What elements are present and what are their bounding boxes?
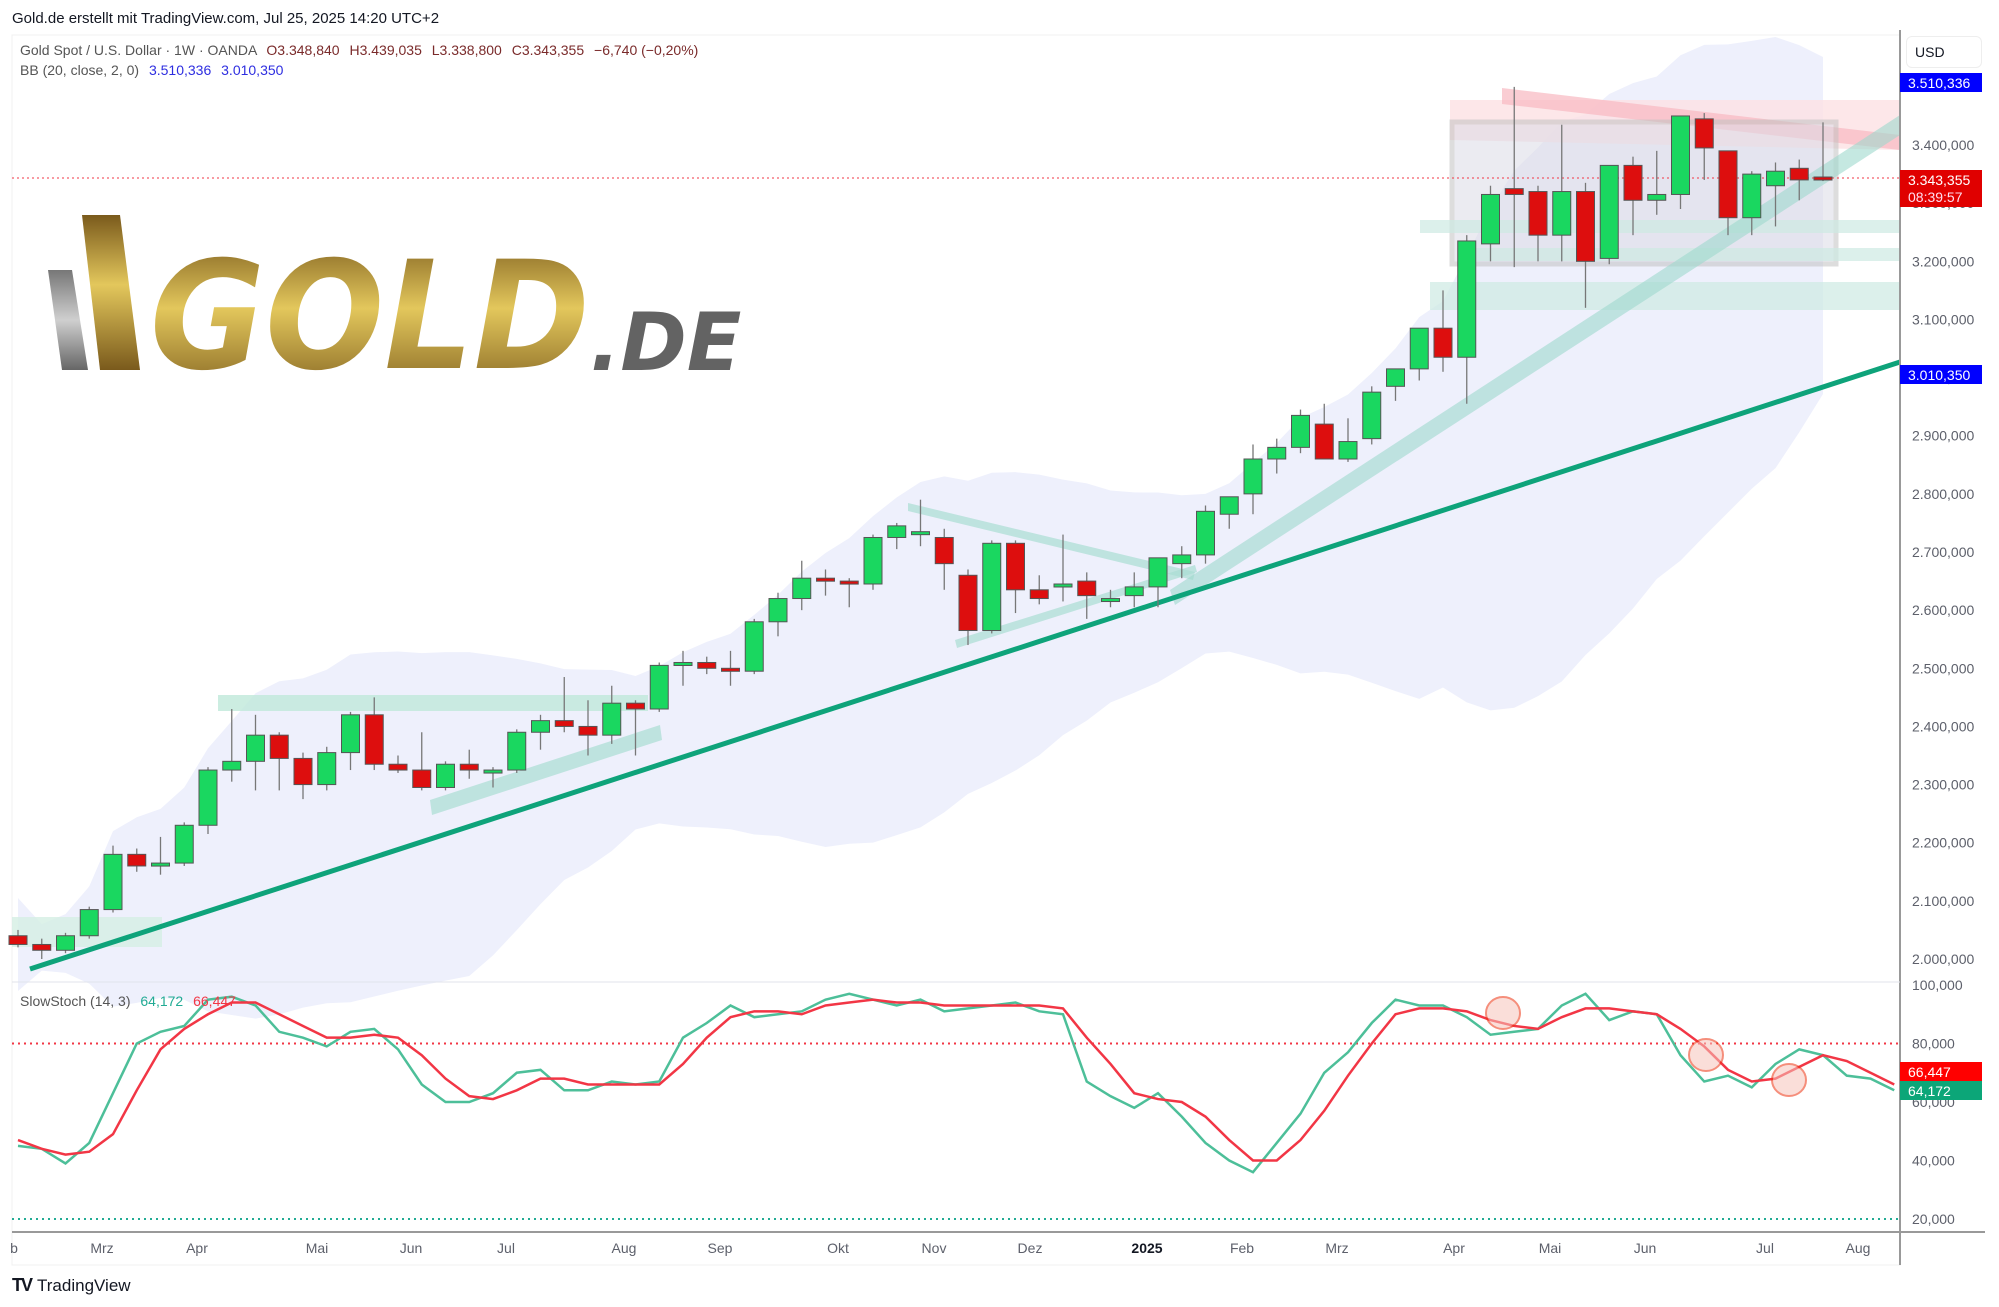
stoch-label: SlowStoch (14, 3) <box>20 993 131 1009</box>
svg-text:Nov: Nov <box>922 1240 947 1256</box>
svg-text:64,172: 64,172 <box>1908 1083 1951 1099</box>
stoch-d-value: 66,447 <box>193 993 236 1009</box>
svg-text:Jun: Jun <box>1634 1240 1657 1256</box>
tradingview-brand: TradingView <box>37 1275 131 1295</box>
svg-text:Dez: Dez <box>1018 1240 1043 1256</box>
low-value: L3.338,800 <box>431 42 502 58</box>
symbol-label: Gold Spot / U.S. Dollar · 1W · OANDA <box>20 42 257 58</box>
gold-de-logo: GOLD .DE <box>48 215 741 404</box>
tradingview-logo[interactable]: TV TradingView <box>12 1275 131 1296</box>
tradingview-mark-icon: TV <box>12 1275 33 1295</box>
svg-text:2.500,000: 2.500,000 <box>1912 660 1974 676</box>
svg-text:2.800,000: 2.800,000 <box>1912 486 1974 502</box>
candlesticks <box>8 86 1833 959</box>
svg-text:Okt: Okt <box>827 1240 849 1256</box>
svg-text:66,447: 66,447 <box>1908 1064 1951 1080</box>
bb-upper-value: 3.510,336 <box>148 62 212 78</box>
bb-label: BB (20, close, 2, 0) <box>20 62 140 78</box>
svg-text:Sep: Sep <box>708 1240 733 1256</box>
high-value: H3.439,035 <box>349 42 422 58</box>
svg-text:2.900,000: 2.900,000 <box>1912 428 1974 444</box>
stoch-legend: SlowStoch (14, 3) 64,172 66,447 <box>20 993 236 1009</box>
svg-text:08:39:57: 08:39:57 <box>1908 189 1963 205</box>
svg-text:2.400,000: 2.400,000 <box>1912 718 1974 734</box>
svg-text:Apr: Apr <box>1443 1240 1465 1256</box>
open-value: O3.348,840 <box>266 42 340 58</box>
svg-text:80,000: 80,000 <box>1912 1036 1955 1052</box>
svg-text:Mai: Mai <box>1539 1240 1562 1256</box>
svg-text:3.100,000: 3.100,000 <box>1912 311 1974 327</box>
svg-text:20,000: 20,000 <box>1912 1211 1955 1227</box>
support-trendline <box>29 359 1901 972</box>
svg-text:.DE: .DE <box>590 296 741 389</box>
currency-button[interactable]: USD <box>1906 36 1982 68</box>
svg-text:Mrz: Mrz <box>1325 1240 1348 1256</box>
svg-text:Mai: Mai <box>306 1240 329 1256</box>
svg-text:Apr: Apr <box>186 1240 208 1256</box>
svg-text:Aug: Aug <box>1846 1240 1871 1256</box>
svg-text:2.100,000: 2.100,000 <box>1912 893 1974 909</box>
svg-text:GOLD: GOLD <box>150 230 590 404</box>
svg-text:3.510,336: 3.510,336 <box>1908 75 1970 91</box>
svg-text:Aug: Aug <box>612 1240 637 1256</box>
chart-created-by: Gold.de erstellt mit TradingView.com, Ju… <box>12 10 440 27</box>
svg-text:3.200,000: 3.200,000 <box>1912 253 1974 269</box>
svg-text:2.700,000: 2.700,000 <box>1912 544 1974 560</box>
svg-text:3.400,000: 3.400,000 <box>1912 137 1974 153</box>
svg-text:2.300,000: 2.300,000 <box>1912 777 1974 793</box>
svg-text:Jul: Jul <box>497 1240 515 1256</box>
svg-text:2025: 2025 <box>1131 1240 1162 1256</box>
svg-text:100,000: 100,000 <box>1912 977 1963 993</box>
close-value: C3.343,355 <box>511 42 585 58</box>
svg-text:Jun: Jun <box>400 1240 423 1256</box>
change-value: −6,740 (−0,20%) <box>594 42 699 58</box>
svg-text:Mrz: Mrz <box>90 1240 113 1256</box>
price-legend: Gold Spot / U.S. Dollar · 1W · OANDA O3.… <box>20 42 698 58</box>
svg-text:3.343,355: 3.343,355 <box>1908 172 1970 188</box>
svg-text:Jul: Jul <box>1756 1240 1774 1256</box>
svg-text:2.600,000: 2.600,000 <box>1912 602 1974 618</box>
svg-text:2.200,000: 2.200,000 <box>1912 835 1974 851</box>
stoch-k-value: 64,172 <box>140 993 184 1009</box>
svg-text:3.010,350: 3.010,350 <box>1908 367 1970 383</box>
svg-text:Feb: Feb <box>1230 1240 1254 1256</box>
bb-legend: BB (20, close, 2, 0) 3.510,336 3.010,350 <box>20 62 283 78</box>
bb-lower-value: 3.010,350 <box>221 62 284 78</box>
svg-text:2.000,000: 2.000,000 <box>1912 951 1974 967</box>
svg-text:40,000: 40,000 <box>1912 1153 1955 1169</box>
svg-text:b: b <box>10 1240 18 1256</box>
